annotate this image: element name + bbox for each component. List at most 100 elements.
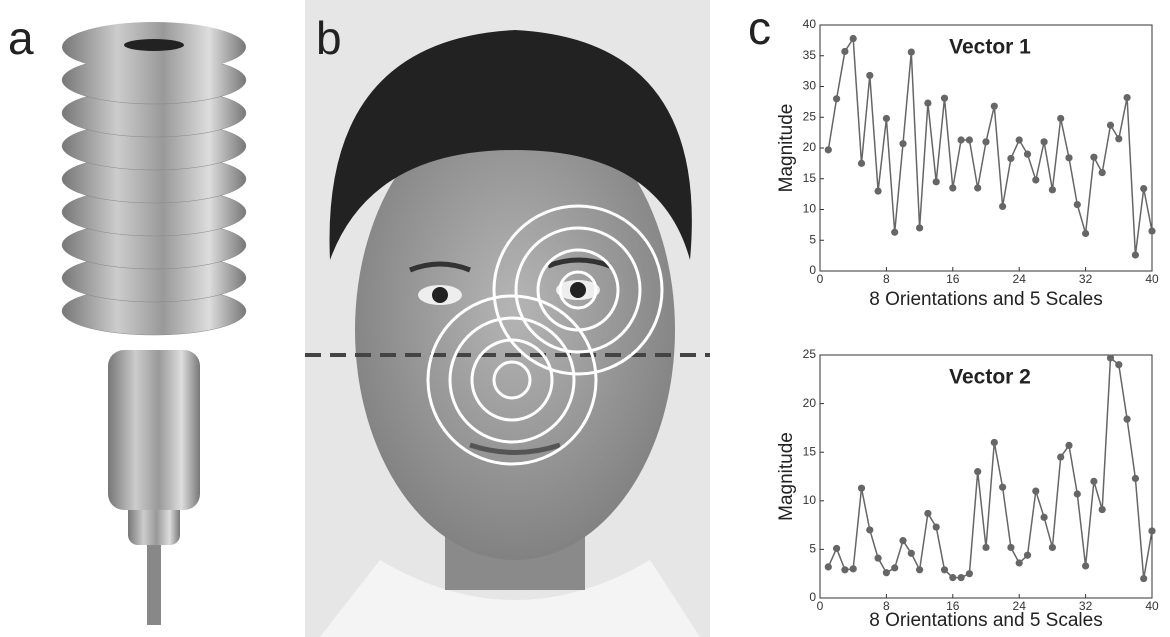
data-point xyxy=(1140,574,1148,583)
data-point xyxy=(833,95,841,103)
data-point xyxy=(1007,154,1015,163)
data-point xyxy=(1140,184,1148,193)
gabor-stack xyxy=(61,22,247,625)
y-tick-label: 10 xyxy=(803,493,817,507)
data-point xyxy=(949,184,957,192)
y-tick-label: 15 xyxy=(803,444,817,458)
x-axis-label: 8 Orientations and 5 Scales xyxy=(869,610,1102,631)
data-point xyxy=(899,537,907,545)
data-point xyxy=(1106,121,1115,129)
data-point xyxy=(924,509,932,518)
y-axis-label: Magnitude xyxy=(776,104,797,193)
panel-label: a xyxy=(8,12,34,64)
data-point xyxy=(882,569,891,577)
data-point xyxy=(1148,227,1156,235)
data-point xyxy=(849,565,857,573)
data-point xyxy=(916,566,924,574)
chart-title: Vector 1 xyxy=(949,36,1031,59)
data-point xyxy=(841,47,849,56)
y-tick-label: 10 xyxy=(803,202,817,216)
data-point xyxy=(990,102,998,110)
data-point xyxy=(882,114,891,123)
x-tick-label: 40 xyxy=(1145,599,1159,613)
data-point xyxy=(874,187,882,195)
data-point xyxy=(1057,453,1065,461)
data-point xyxy=(982,543,990,552)
data-point xyxy=(833,544,841,553)
x-tick-label: 24 xyxy=(1013,272,1027,286)
y-tick-label: 20 xyxy=(803,140,817,154)
data-point xyxy=(1048,543,1056,552)
data-point xyxy=(849,34,857,43)
data-point xyxy=(1082,229,1090,238)
data-point xyxy=(974,468,982,476)
y-tick-label: 25 xyxy=(803,109,817,123)
data-point xyxy=(1057,114,1065,123)
data-point xyxy=(990,438,998,447)
y-tick-label: 0 xyxy=(809,263,816,277)
x-tick-label: 8 xyxy=(883,272,890,286)
data-point xyxy=(874,554,882,562)
data-point xyxy=(1073,200,1081,209)
y-tick-label: 25 xyxy=(803,347,817,361)
data-point xyxy=(1023,150,1032,158)
data-point xyxy=(1148,527,1156,535)
data-point xyxy=(1115,361,1123,369)
data-point xyxy=(949,573,957,582)
data-point xyxy=(1040,513,1048,521)
data-point xyxy=(1131,474,1139,483)
data-point xyxy=(982,138,990,146)
data-point xyxy=(824,146,832,154)
data-point xyxy=(1040,138,1048,146)
data-point xyxy=(999,202,1007,211)
data-point xyxy=(932,523,940,531)
data-point xyxy=(940,566,949,574)
data-point xyxy=(891,564,899,572)
data-point xyxy=(1131,251,1139,259)
data-point xyxy=(999,483,1007,491)
y-tick-label: 0 xyxy=(809,590,816,604)
chart-title: Vector 2 xyxy=(949,366,1031,389)
x-tick-label: 8 xyxy=(883,599,890,613)
data-point xyxy=(1023,551,1032,559)
data-point xyxy=(957,136,965,144)
data-point xyxy=(866,71,874,80)
x-tick-label: 0 xyxy=(817,272,824,286)
y-tick-label: 5 xyxy=(809,232,816,246)
data-point xyxy=(1106,354,1115,362)
data-point xyxy=(866,526,874,534)
data-point xyxy=(1048,186,1056,194)
x-tick-label: 32 xyxy=(1079,599,1093,613)
data-point xyxy=(1090,153,1098,161)
data-point xyxy=(1065,441,1073,449)
panel-label: b xyxy=(316,12,342,64)
data-line xyxy=(827,356,1153,579)
data-point xyxy=(899,140,907,148)
x-tick-label: 40 xyxy=(1145,272,1159,286)
data-point xyxy=(1098,505,1106,514)
x-tick-label: 24 xyxy=(1013,599,1027,613)
data-point xyxy=(824,563,832,571)
data-point xyxy=(1123,415,1131,423)
data-point xyxy=(932,178,940,186)
data-point xyxy=(1032,176,1040,184)
data-point xyxy=(1015,136,1023,144)
data-point xyxy=(891,228,899,236)
data-point xyxy=(857,484,866,492)
x-axis-label: 8 Orientations and 5 Scales xyxy=(869,289,1102,310)
data-point xyxy=(1032,487,1040,495)
x-tick-label: 16 xyxy=(946,599,960,613)
data-point xyxy=(965,136,974,144)
data-point xyxy=(1115,135,1123,143)
data-point xyxy=(907,48,915,56)
data-point xyxy=(957,573,965,582)
x-tick-label: 16 xyxy=(946,272,960,286)
data-point xyxy=(841,566,849,574)
panel-label: c xyxy=(748,2,771,54)
data-line xyxy=(827,36,1153,256)
data-point xyxy=(1082,562,1090,570)
x-tick-label: 0 xyxy=(817,599,824,613)
data-point xyxy=(1090,477,1098,485)
y-axis-label: Magnitude xyxy=(776,432,797,521)
plot-frame xyxy=(819,24,1153,272)
